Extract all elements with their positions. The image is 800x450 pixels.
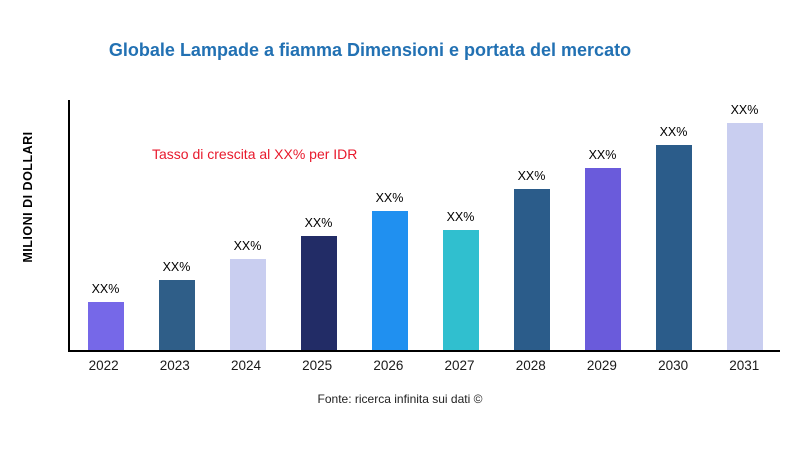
bar-value-label: XX%	[375, 191, 404, 206]
bar-value-label: XX%	[659, 125, 688, 140]
bar-column-2031: XX%	[709, 100, 780, 350]
x-tick-2025: 2025	[302, 358, 333, 373]
bar-2025	[300, 236, 337, 350]
growth-rate-annotation: Tasso di crescita al XX% per IDR	[152, 146, 358, 162]
bar-column-2029: XX%	[567, 100, 638, 350]
x-tick-2028: 2028	[515, 358, 546, 373]
x-tick-2024: 2024	[230, 358, 261, 373]
source-note: Fonte: ricerca infinita sui dati ©	[317, 392, 483, 406]
bar-value-label: XX%	[588, 148, 617, 163]
x-tick-2030: 2030	[658, 358, 689, 373]
bars-container: XX% XX% XX% XX% XX% XX% XX% XX% XX% XX%	[70, 100, 780, 350]
x-tick-2029: 2029	[586, 358, 617, 373]
x-tick-2022: 2022	[88, 358, 119, 373]
y-axis-title: MILIONI DI DOLLARI	[21, 131, 35, 263]
x-tick-2031: 2031	[729, 358, 760, 373]
x-tick-2023: 2023	[159, 358, 190, 373]
bar-value-label: XX%	[304, 216, 333, 231]
bar-2026	[371, 211, 408, 350]
bar-2029	[584, 168, 621, 350]
bar-2022	[87, 302, 124, 350]
bar-2023	[158, 279, 195, 350]
bar-column-2028: XX%	[496, 100, 567, 350]
bar-column-2030: XX%	[638, 100, 709, 350]
bar-2031	[726, 122, 763, 350]
bar-column-2027: XX%	[425, 100, 496, 350]
bar-2028	[513, 188, 550, 350]
bar-column-2024: XX%	[212, 100, 283, 350]
bar-value-label: XX%	[162, 259, 191, 274]
bar-2030	[655, 145, 692, 350]
x-tick-2026: 2026	[373, 358, 404, 373]
bar-value-label: XX%	[91, 282, 120, 297]
bar-value-label: XX%	[446, 209, 475, 224]
bar-value-label: XX%	[233, 239, 262, 254]
bar-column-2022: XX%	[70, 100, 141, 350]
x-tick-2027: 2027	[444, 358, 475, 373]
bar-2027	[442, 229, 479, 350]
chart-title: Globale Lampade a fiamma Dimensioni e po…	[108, 40, 632, 60]
bar-column-2023: XX%	[141, 100, 212, 350]
plot-area: Tasso di crescita al XX% per IDR XX% XX% X…	[68, 100, 780, 352]
x-axis-labels: 2022 2023 2024 2025 2026 2027 2028 2029 2030 2031	[68, 358, 780, 373]
bar-2024	[229, 259, 266, 350]
bar-value-label: XX%	[517, 168, 546, 183]
bar-value-label: XX%	[730, 102, 759, 117]
bar-column-2025: XX%	[283, 100, 354, 350]
bar-column-2026: XX%	[354, 100, 425, 350]
